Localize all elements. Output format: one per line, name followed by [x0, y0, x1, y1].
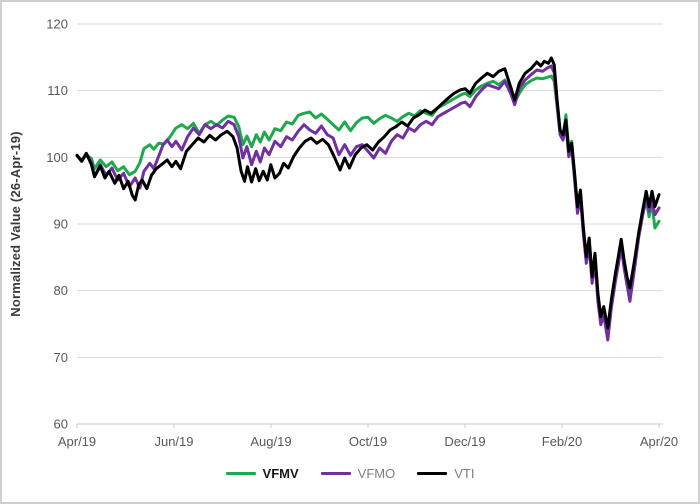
legend-label: VTI: [454, 465, 475, 481]
x-tick-label: Apr/19: [58, 434, 96, 449]
legend-swatch-vti: [417, 471, 448, 475]
y-tick-label: 110: [47, 83, 68, 98]
series-lines: [75, 56, 661, 342]
legend-entry-vfmv: VFMV: [225, 465, 299, 481]
x-tick-label: Feb/20: [542, 434, 582, 449]
y-tick-label: 90: [54, 217, 68, 232]
x-axis-tick-labels: Apr/19 Jun/19 Aug/19 Oct/19 Dec/19 Feb/20 Apr/…: [58, 434, 678, 449]
legend-label: VFMV: [262, 465, 299, 481]
y-tick-label: 100: [46, 150, 68, 165]
legend-swatch-vfmv: [225, 471, 256, 475]
gridlines: [77, 23, 663, 425]
y-axis-title: Normalized Value (26-Apr-19): [8, 131, 23, 317]
y-tick-label: 120: [46, 17, 68, 32]
series-line-vti: [75, 56, 661, 330]
y-axis-tick-labels: 120 110 100 90 80 70 60: [46, 17, 68, 432]
legend-entry-vti: VTI: [417, 467, 474, 480]
x-tick-label: Jun/19: [154, 434, 193, 449]
chart-legend: VFMV VFMO VTI: [2, 460, 698, 486]
y-tick-label: 70: [54, 350, 68, 365]
legend-swatch-vfmo: [320, 471, 351, 475]
legend-entry-vfmo: VFMO: [320, 465, 396, 481]
series-line-vfmv: [75, 74, 661, 337]
y-tick-label: 60: [54, 417, 68, 432]
x-tick-label: Dec/19: [444, 434, 485, 449]
x-tick-label: Aug/19: [250, 434, 291, 449]
legend-label: VFMO: [357, 465, 396, 481]
series-line-vfmo: [75, 64, 661, 342]
axis-lines: [76, 423, 663, 428]
x-tick-label: Apr/20: [640, 434, 678, 449]
y-tick-label: 80: [54, 283, 68, 298]
x-tick-label: Oct/19: [349, 434, 387, 449]
